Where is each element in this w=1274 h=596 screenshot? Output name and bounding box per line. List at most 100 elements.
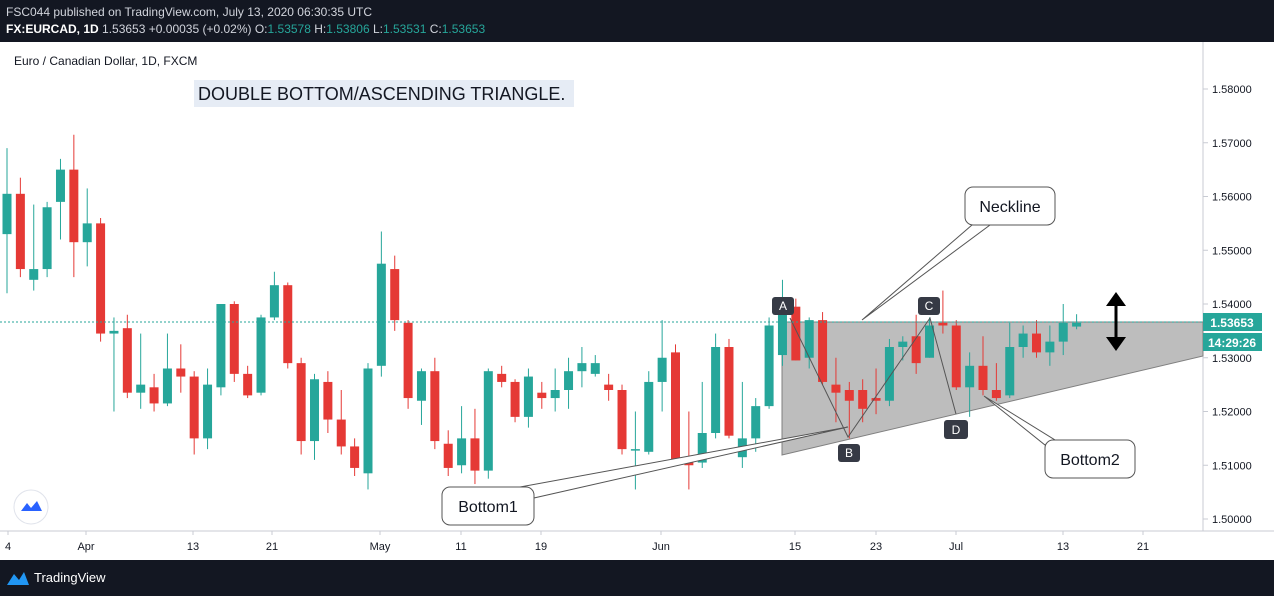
callout-bottom2-pointer — [983, 395, 1057, 446]
candle-body — [376, 263, 386, 366]
candle-body — [925, 325, 935, 358]
candle-body — [243, 373, 253, 396]
candle — [42, 201, 52, 278]
point-label-c-text: C — [925, 299, 934, 313]
candle-body — [15, 193, 25, 270]
footer-brand[interactable]: TradingView — [34, 570, 106, 585]
candle-body — [1031, 333, 1041, 353]
candle — [523, 368, 533, 428]
callout-bottom1[interactable]: Bottom1 — [441, 426, 849, 526]
time-tick-label: May — [370, 541, 391, 553]
candle — [29, 204, 39, 291]
candle — [416, 368, 426, 425]
candle — [136, 333, 146, 409]
time-tick-label: 15 — [789, 541, 801, 553]
time-tick-label: Jul — [949, 541, 963, 553]
callout-bottom2[interactable]: Bottom2 — [983, 395, 1136, 479]
point-label-d-text: D — [952, 423, 961, 437]
candle — [844, 381, 854, 439]
candle-body — [550, 390, 560, 399]
candle-body — [523, 376, 533, 417]
candle — [965, 352, 975, 417]
candle — [884, 338, 894, 407]
point-label-c: C — [918, 297, 940, 315]
candle-body — [42, 207, 52, 270]
candle-body — [1058, 322, 1068, 342]
time-tick-label: 11 — [455, 541, 466, 553]
callout-bottom1-box — [441, 486, 535, 526]
chart-title: Euro / Canadian Dollar, 1D, FXCM — [14, 54, 197, 68]
candle-body — [363, 368, 373, 474]
price-badge: 1.53653 — [1203, 313, 1262, 331]
candle-body — [1045, 341, 1055, 353]
candle — [777, 279, 787, 366]
candle-body — [296, 363, 306, 442]
candle — [310, 373, 320, 460]
candle — [109, 317, 119, 412]
candle-body — [483, 371, 493, 471]
candle-body — [791, 306, 801, 361]
candle-body — [149, 387, 159, 404]
candle — [55, 158, 65, 240]
candle — [430, 357, 440, 450]
candle — [350, 438, 360, 476]
candle-body — [671, 352, 680, 460]
candle — [256, 314, 266, 396]
candle — [203, 368, 213, 450]
candle-body — [310, 379, 320, 442]
candle — [804, 317, 814, 369]
candle — [938, 290, 948, 334]
candle-body — [109, 330, 119, 334]
candle-body — [96, 223, 106, 334]
candle — [1031, 320, 1041, 358]
candle — [510, 379, 520, 423]
candle-body — [256, 317, 266, 393]
point-label-a-text: A — [779, 299, 787, 313]
candle — [243, 365, 253, 399]
candle-body — [283, 285, 293, 364]
callout-neckline[interactable]: Neckline — [861, 186, 1056, 321]
price-axis[interactable]: 1.58000 1.57000 1.56000 1.55000 1.54000 1.530… — [1203, 84, 1252, 526]
watermark-circle — [13, 489, 49, 525]
candle — [1018, 325, 1028, 358]
candle-body — [176, 368, 186, 377]
tradingview-watermark-icon[interactable] — [13, 489, 49, 525]
candle — [764, 317, 774, 409]
candle-body — [390, 269, 400, 321]
candle — [149, 373, 159, 412]
candle — [550, 368, 560, 412]
watermark-mark — [21, 501, 42, 511]
candle-body — [203, 384, 213, 439]
candle — [229, 301, 239, 382]
candle-body — [55, 169, 65, 202]
candle — [577, 347, 587, 388]
time-axis[interactable]: 4 Apr 13 21 May 11 19 Jun 15 23 Jul 13 21 — [5, 531, 1149, 553]
candlestick-chart[interactable]: Euro / Canadian Dollar, 1D, FXCM 1.58000… — [0, 42, 1274, 560]
publish-header: FSC044 published on TradingView.com, Jul… — [0, 0, 1274, 42]
point-label-a-bg — [772, 297, 794, 315]
chart-area[interactable]: Euro / Canadian Dollar, 1D, FXCM 1.58000… — [0, 42, 1274, 560]
candle — [871, 368, 881, 415]
time-tick-label: Apr — [77, 541, 94, 553]
double-arrow-icon — [1106, 292, 1126, 351]
time-badge: 14:29:26 — [1203, 333, 1262, 351]
candle — [483, 368, 493, 479]
candle-body — [2, 193, 12, 235]
candle — [82, 188, 92, 267]
time-tick-label: 21 — [1137, 541, 1149, 553]
price-badge-bg — [1203, 313, 1262, 331]
tradingview-logo-icon[interactable] — [7, 571, 29, 585]
candle — [269, 271, 279, 321]
candle-body — [804, 320, 814, 358]
candle — [671, 344, 680, 466]
candle — [751, 398, 761, 452]
candle-body — [497, 373, 507, 382]
candle-body — [844, 390, 854, 401]
candle — [497, 365, 507, 388]
candle — [1045, 325, 1055, 366]
candle-body — [938, 322, 948, 326]
time-tick-label: 4 — [5, 541, 11, 553]
candle — [978, 336, 988, 396]
arrow-down-head — [1106, 337, 1126, 351]
candle — [176, 344, 186, 393]
